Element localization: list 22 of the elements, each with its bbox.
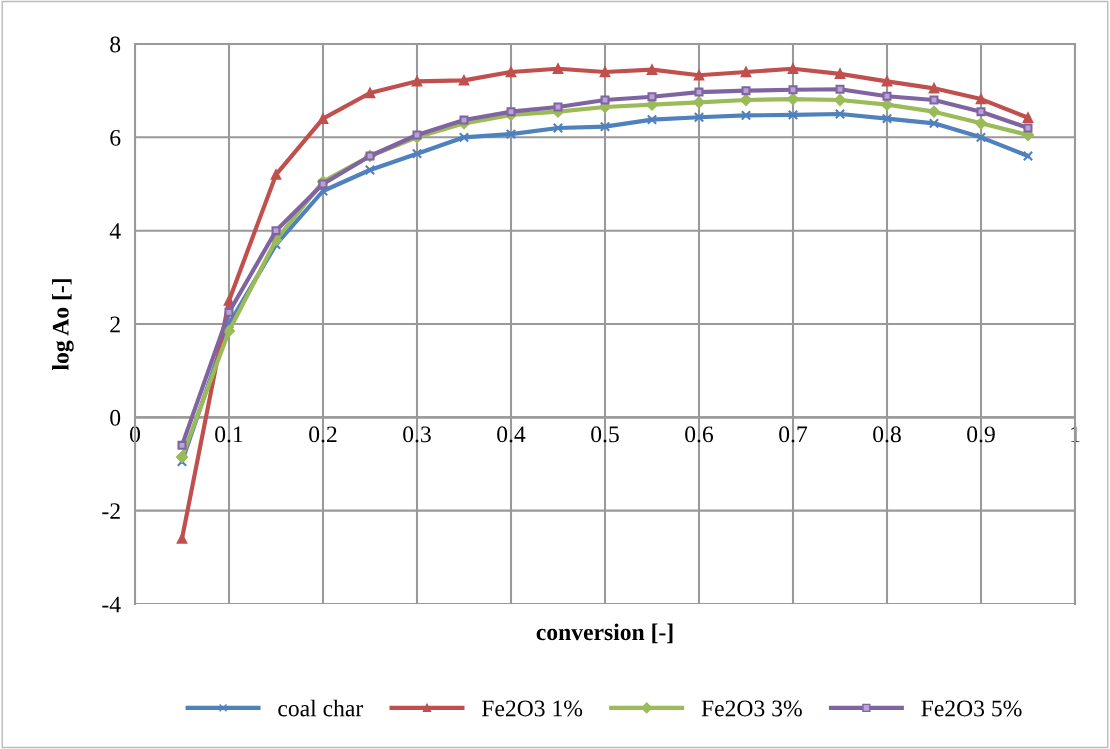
x-tick-label: 0.9 (967, 426, 995, 443)
y-tick-label: 6 (110, 129, 121, 146)
y-tick-label: 8 (110, 36, 121, 53)
y-tick-label: 0 (110, 409, 121, 426)
x-tick-label: 0.3 (403, 426, 431, 443)
legend-label: Fe2O3 5% (921, 700, 1022, 717)
y-axis-title: log Ao [-] (52, 279, 74, 371)
x-tick-label: 0.7 (779, 426, 808, 443)
legend-label: Fe2O3 1% (481, 700, 583, 717)
y-tick-label: -2 (102, 503, 120, 519)
x-tick-label: 0.6 (685, 426, 714, 443)
legend-label: Fe2O3 3% (701, 700, 802, 717)
x-tick-label: 0.2 (309, 426, 337, 443)
x-axis-title: conversion [-] (536, 623, 673, 644)
x-tick-label: 0.8 (873, 426, 901, 443)
x-tick-label: 0.1 (215, 426, 243, 443)
legend-label: coal char (278, 699, 364, 717)
x-tick-label: 0.5 (591, 426, 619, 443)
x-tick-label: 0.4 (497, 426, 526, 443)
y-tick-label: -4 (102, 596, 121, 613)
y-tick-label: 2 (110, 316, 120, 333)
y-tick-label: 4 (109, 223, 121, 239)
